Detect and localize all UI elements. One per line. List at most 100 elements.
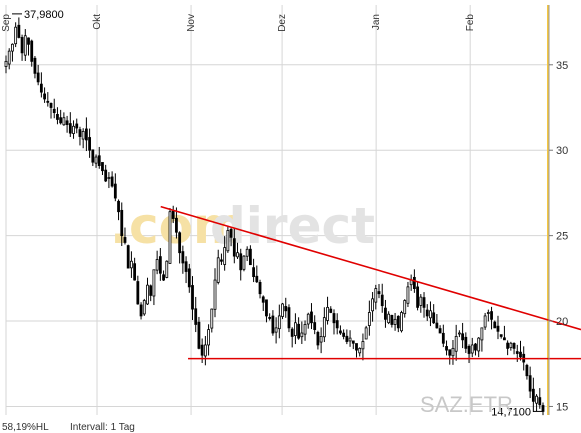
candle-body <box>281 303 284 317</box>
candle-body <box>239 253 243 271</box>
candle-body <box>445 346 448 351</box>
candle-body <box>474 343 477 351</box>
candle-body <box>17 24 21 38</box>
candle-body <box>84 128 88 141</box>
trendlines <box>160 205 581 360</box>
candle-body <box>525 364 529 377</box>
candle-body <box>242 255 246 270</box>
candle-body <box>483 315 487 328</box>
candle-body <box>226 230 230 252</box>
candle-body <box>213 279 217 310</box>
candle-body <box>23 35 27 56</box>
candle-body <box>110 176 114 187</box>
month-label: Feb <box>465 14 476 32</box>
candle-body <box>451 347 455 357</box>
candle-body <box>120 209 124 237</box>
x-axis: Sep Okt Nov Dez Jan Feb <box>1 14 476 32</box>
candle-body <box>499 334 503 337</box>
candle-body <box>531 388 535 402</box>
candle-body <box>486 312 490 314</box>
y-tick-label: 25 <box>556 231 568 243</box>
candle-body <box>252 267 255 278</box>
candle-body <box>130 260 133 269</box>
candle-body <box>261 296 265 303</box>
candle-body <box>515 351 519 354</box>
candle-body <box>36 72 40 83</box>
candle-body <box>377 291 381 295</box>
candle-body <box>126 245 130 269</box>
candle-body <box>326 306 329 321</box>
candle-body <box>432 312 436 324</box>
candle-body <box>7 50 11 65</box>
candle-body <box>310 311 313 324</box>
candle-body <box>274 327 278 333</box>
candle-body <box>512 343 516 349</box>
candle-body <box>20 37 24 54</box>
candle-body <box>88 137 92 151</box>
candle-body <box>351 340 355 344</box>
candle-body <box>400 312 403 332</box>
candle-body <box>342 332 346 337</box>
candle-body <box>454 336 458 352</box>
candle-body <box>155 259 159 271</box>
y-tick-label: 35 <box>556 60 568 72</box>
candle-body <box>319 336 323 343</box>
candle-body <box>461 333 465 341</box>
candle-body <box>149 285 153 296</box>
grid-lines <box>5 5 549 415</box>
watermark: .com direct <box>110 197 375 255</box>
candle-body <box>68 123 72 134</box>
candle-body <box>236 252 239 258</box>
candle-body <box>139 304 143 317</box>
candle-body <box>113 183 117 199</box>
candle-body <box>358 347 362 354</box>
candle-body <box>184 261 188 272</box>
candle-body <box>43 93 46 100</box>
candle-body <box>541 405 545 412</box>
candle-body <box>503 337 506 341</box>
candle-body <box>303 324 307 335</box>
candle-body <box>72 125 75 134</box>
candle-body <box>464 336 468 349</box>
candle-body <box>56 114 59 120</box>
candle-body <box>46 100 50 103</box>
candle-body <box>52 108 56 114</box>
candle-body <box>371 298 374 312</box>
candle-body <box>364 327 368 340</box>
candle-body <box>162 274 165 281</box>
month-label: Jan <box>371 14 382 30</box>
candle-body <box>438 328 442 334</box>
candle-body <box>390 314 394 325</box>
candle-body <box>490 311 493 320</box>
candle-body <box>496 325 500 332</box>
symbol-label: SAZ.ETR <box>420 392 513 417</box>
candle-body <box>78 129 82 137</box>
candle-body <box>171 210 175 219</box>
month-label: Sep <box>1 14 12 32</box>
candle-body <box>429 310 432 319</box>
candle-body <box>416 286 419 308</box>
candle-body <box>136 281 140 305</box>
candle-body <box>107 177 111 179</box>
candle-body <box>361 341 365 350</box>
extreme-labels: 37,9800 14,7100 <box>12 9 543 418</box>
candle-body <box>81 131 85 140</box>
y-tick-label: 20 <box>556 316 568 328</box>
month-label: Dez <box>277 14 288 32</box>
candle-body <box>271 315 275 334</box>
candle-body <box>59 117 63 124</box>
candle-body <box>380 294 384 307</box>
candle-body <box>65 120 69 125</box>
candle-body <box>232 238 236 257</box>
candle-body <box>477 337 481 352</box>
candle-body <box>506 342 510 349</box>
candle-body <box>332 313 336 324</box>
candle-body <box>216 257 220 283</box>
candle-body <box>248 248 252 266</box>
candle-body <box>229 229 233 238</box>
candle-body <box>207 329 210 346</box>
candle-body <box>220 259 223 262</box>
candle-body <box>406 286 410 304</box>
candle-body <box>290 328 294 337</box>
candle-body <box>300 332 304 338</box>
